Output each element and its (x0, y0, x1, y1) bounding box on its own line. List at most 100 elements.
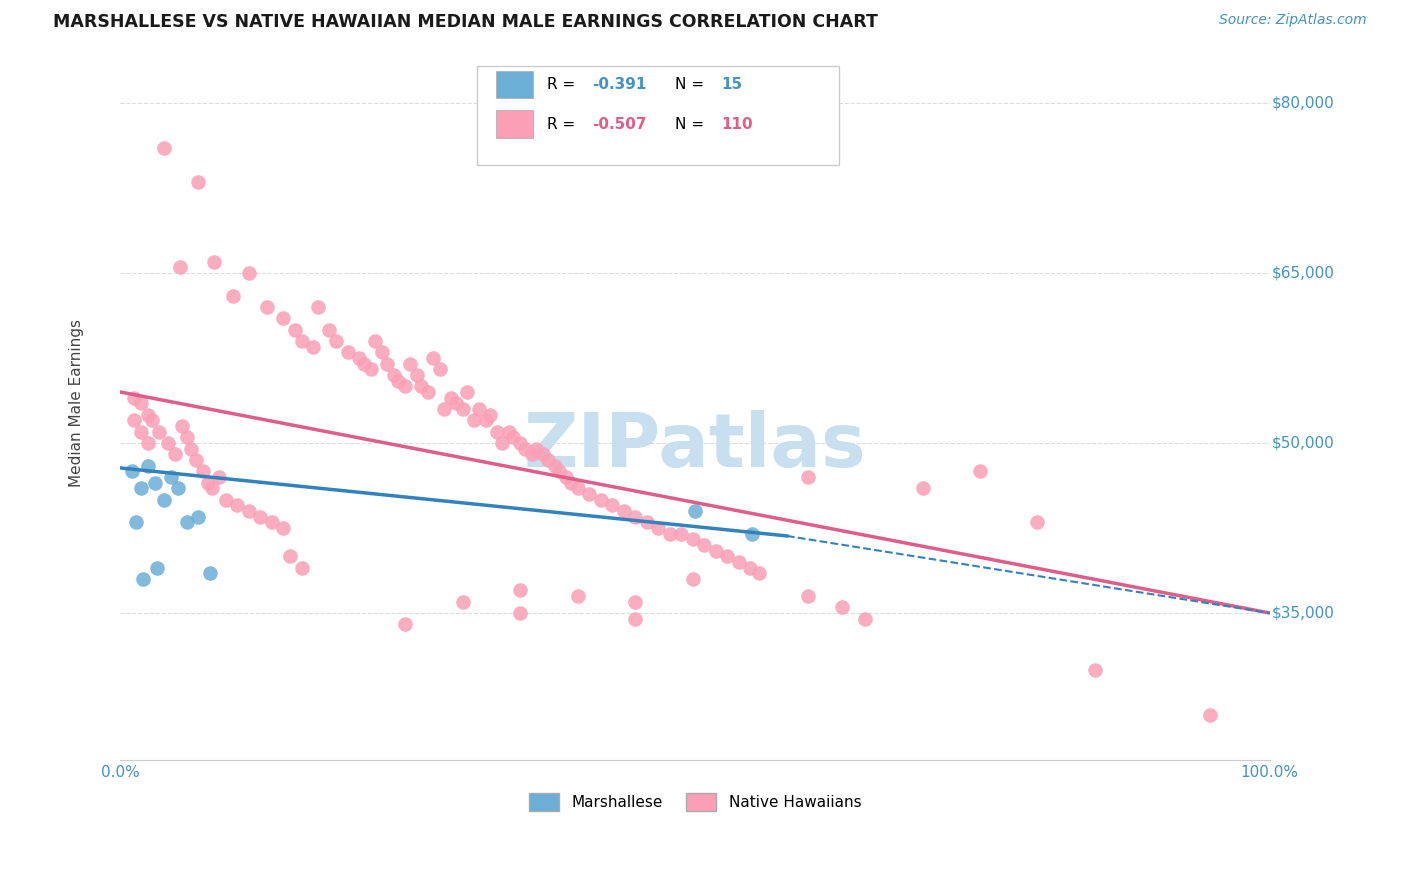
Point (624, 612, 647, 626)
Point (748, 566, 770, 581)
Point (1199, 708, 1222, 723)
Point (578, 487, 600, 501)
Point (911, 481, 934, 495)
Text: MARSHALLESE VS NATIVE HAWAIIAN MEDIAN MALE EARNINGS CORRELATION CHART: MARSHALLESE VS NATIVE HAWAIIAN MEDIAN MA… (53, 13, 879, 31)
Point (486, 425, 509, 439)
Point (398, 357, 420, 371)
Text: -0.391: -0.391 (592, 78, 647, 92)
Point (141, 413, 163, 427)
Point (548, 464, 571, 478)
Point (238, 266, 260, 280)
Text: Source: ZipAtlas.com: Source: ZipAtlas.com (1219, 13, 1367, 28)
Point (166, 481, 188, 495)
Point (146, 560, 169, 574)
Text: $80,000: $80,000 (1272, 95, 1334, 111)
Point (524, 442, 547, 456)
Point (153, 492, 176, 507)
Point (704, 543, 727, 558)
Point (613, 504, 636, 518)
Bar (496, 111, 533, 137)
Point (468, 401, 491, 416)
Text: $50,000: $50,000 (1272, 435, 1334, 450)
Point (176, 430, 198, 444)
Point (302, 340, 325, 354)
Point (325, 334, 347, 348)
Point (129, 396, 152, 410)
Point (256, 300, 278, 314)
Point (394, 617, 416, 632)
Point (567, 589, 589, 603)
Point (509, 436, 531, 450)
Point (418, 384, 440, 399)
Point (353, 357, 375, 371)
Point (273, 521, 295, 535)
Point (184, 453, 207, 467)
Point (394, 379, 416, 393)
Point (555, 470, 578, 484)
Point (405, 368, 427, 382)
Point (509, 583, 531, 598)
Point (969, 464, 991, 478)
Point (122, 413, 145, 427)
Point (121, 464, 143, 478)
Point (474, 413, 496, 427)
Point (624, 595, 647, 609)
Point (831, 600, 853, 615)
Point (291, 560, 314, 574)
Point (307, 300, 329, 314)
Point (740, 560, 762, 574)
Point (187, 509, 209, 524)
Point (318, 323, 340, 337)
Point (451, 595, 474, 609)
Point (683, 504, 706, 518)
Point (544, 458, 567, 473)
Point (364, 334, 387, 348)
Point (567, 481, 589, 495)
Point (647, 521, 669, 535)
Point (169, 260, 191, 275)
Text: N =: N = (675, 117, 709, 131)
Point (682, 533, 704, 547)
Point (513, 442, 536, 456)
Point (1026, 516, 1049, 530)
Point (727, 555, 749, 569)
Point (165, 447, 187, 461)
Point (191, 464, 214, 478)
Point (159, 470, 181, 484)
Point (273, 311, 295, 326)
Point (433, 401, 456, 416)
Point (172, 419, 194, 434)
Text: 15: 15 (721, 78, 742, 92)
Point (176, 516, 198, 530)
Point (560, 475, 582, 490)
Point (132, 572, 155, 586)
Text: R =: R = (547, 78, 579, 92)
Point (853, 612, 876, 626)
Point (122, 391, 145, 405)
Point (1084, 663, 1107, 677)
Point (693, 538, 716, 552)
Point (509, 606, 531, 620)
Point (222, 288, 245, 302)
Point (498, 425, 520, 439)
Point (249, 509, 271, 524)
Point (238, 504, 260, 518)
Point (153, 141, 176, 155)
Point (463, 413, 485, 427)
Point (208, 470, 231, 484)
Point (129, 481, 152, 495)
Point (451, 401, 474, 416)
Point (741, 526, 763, 541)
Point (278, 549, 301, 564)
Point (226, 499, 249, 513)
Point (336, 345, 359, 359)
Point (682, 572, 704, 586)
Point (440, 391, 463, 405)
Point (456, 384, 478, 399)
Point (589, 492, 612, 507)
Text: -0.507: -0.507 (592, 117, 647, 131)
Point (284, 323, 307, 337)
Text: Median Male Earnings: Median Male Earnings (69, 319, 84, 487)
Point (624, 509, 647, 524)
Point (429, 362, 451, 376)
